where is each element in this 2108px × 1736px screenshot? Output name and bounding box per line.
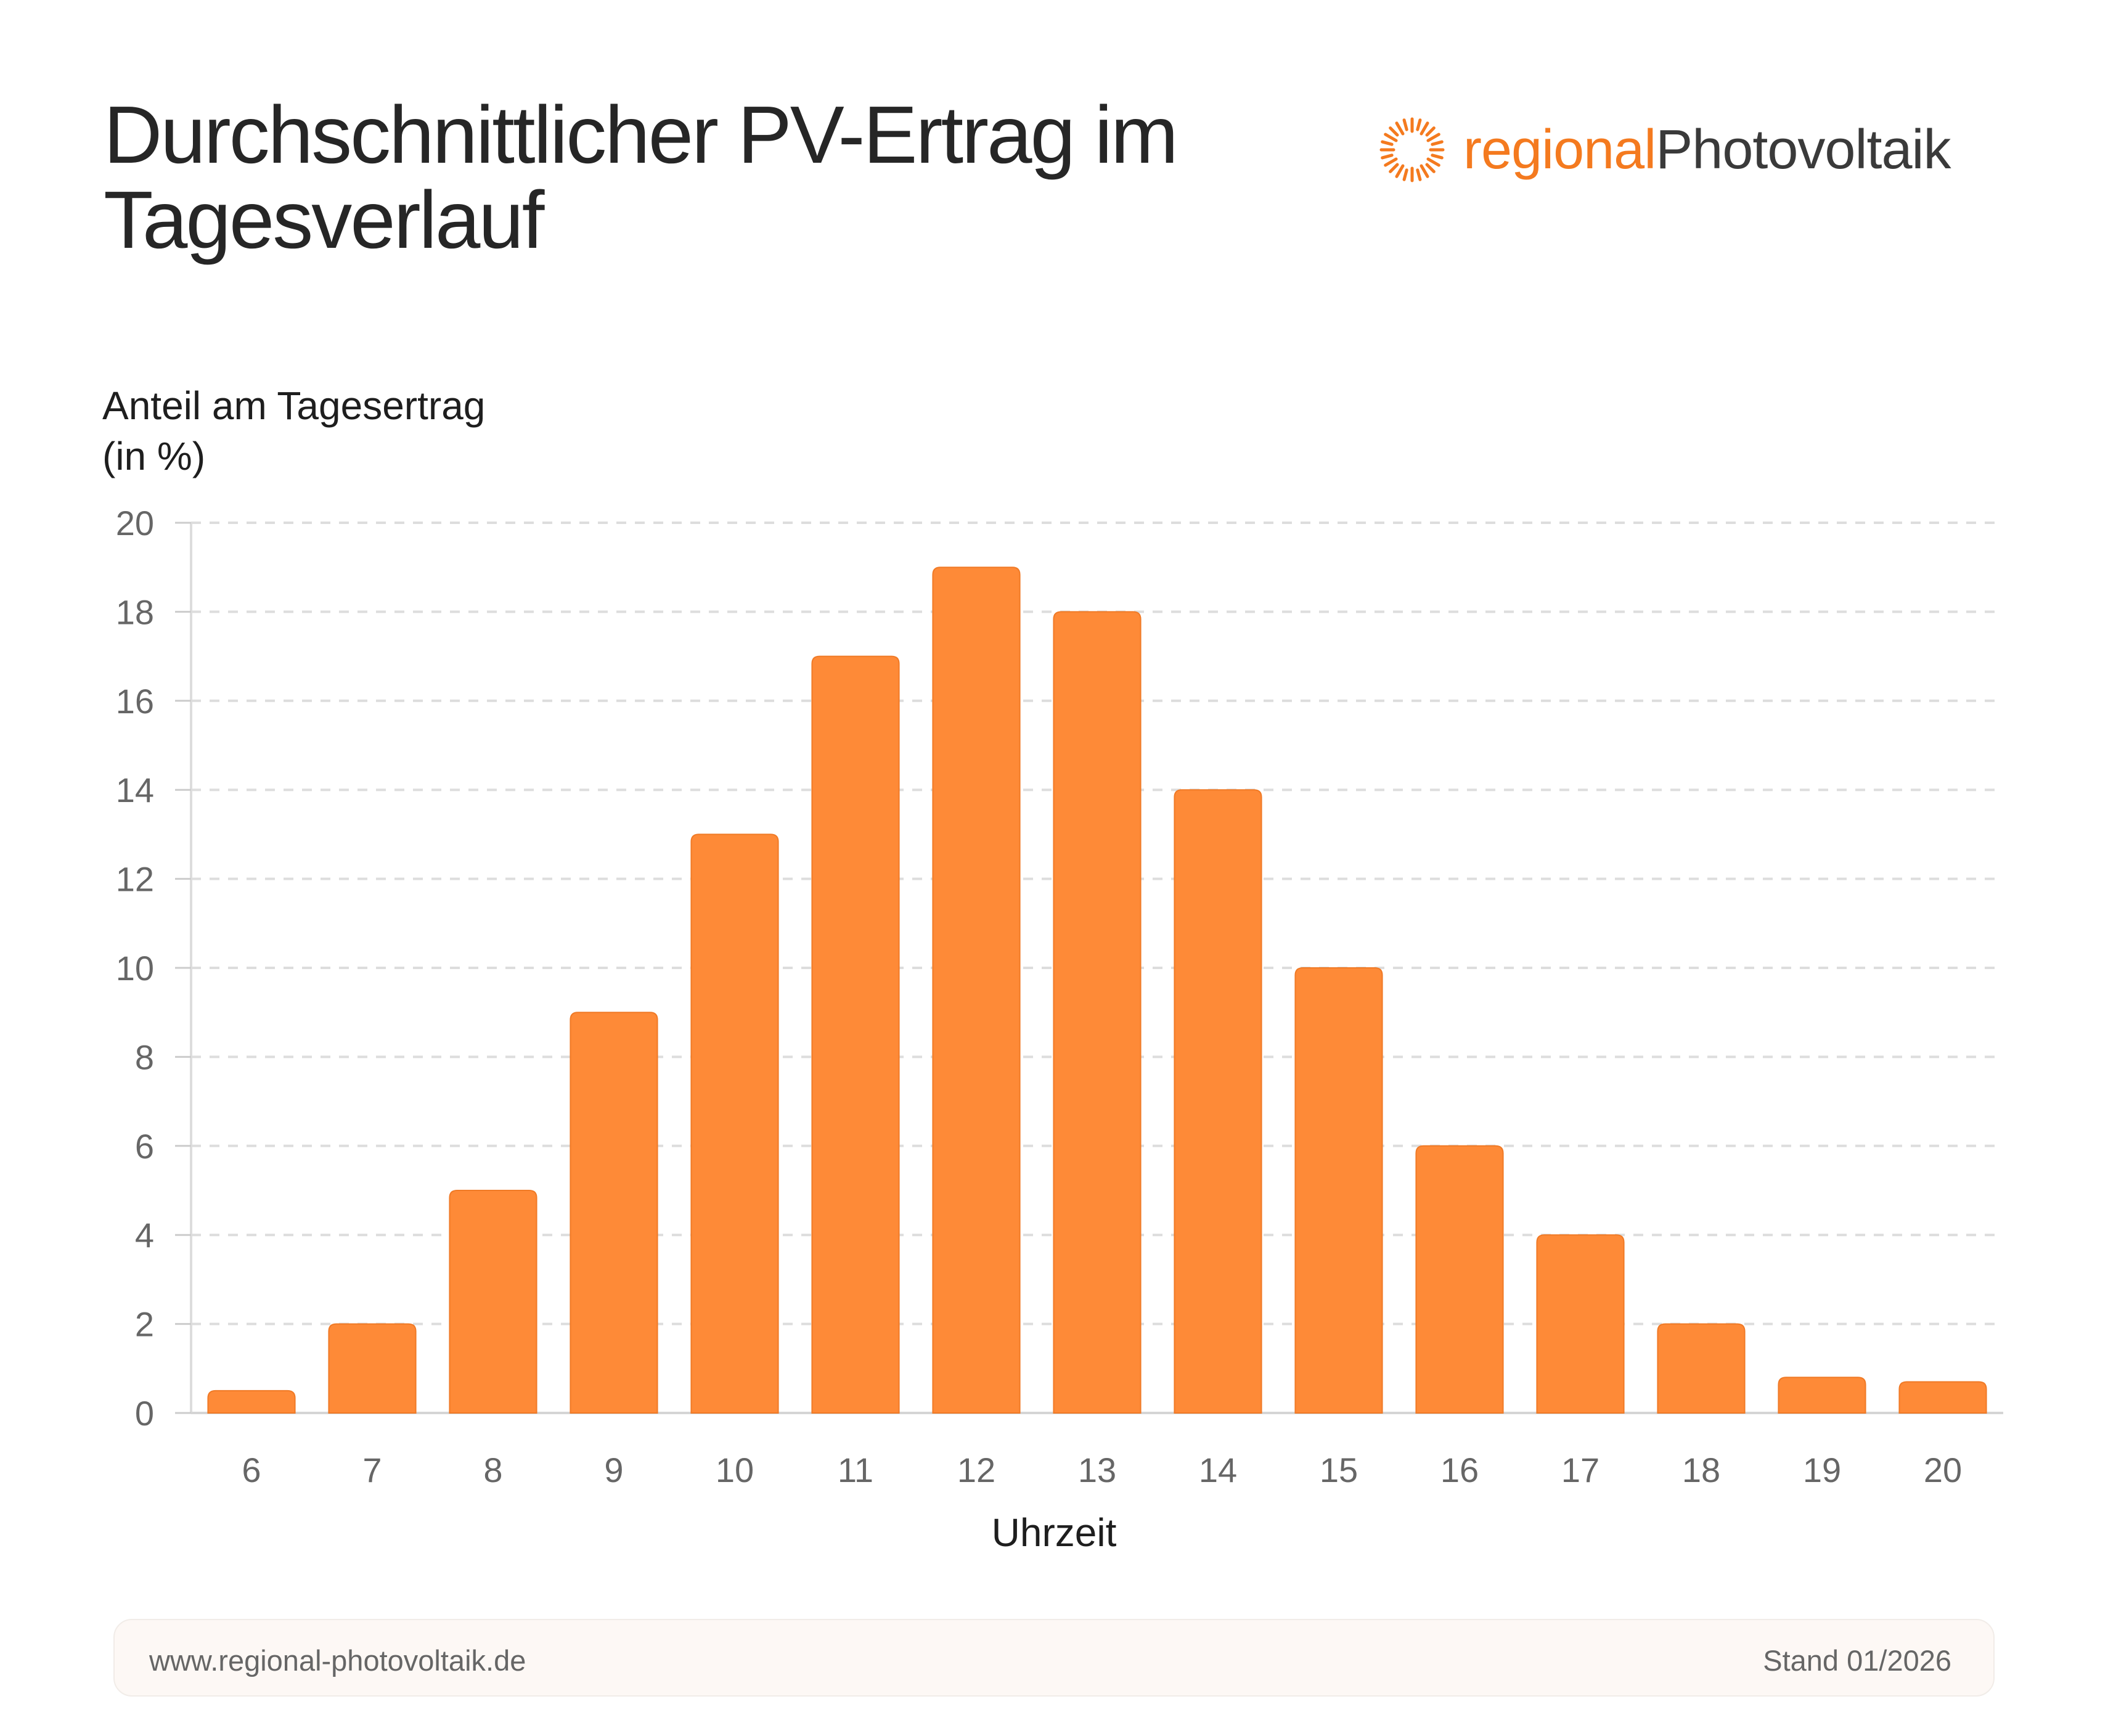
bar-hour-15 [1294, 967, 1383, 1414]
sun-ray [1389, 126, 1399, 137]
sun-ray [1381, 154, 1394, 160]
sun-ray [1426, 133, 1440, 142]
sun-ray [1425, 163, 1436, 173]
y-tick-label: 14 [116, 771, 154, 809]
sun-ray [1420, 164, 1429, 178]
bar-hour-13 [1053, 611, 1142, 1414]
y-tick-label: 6 [135, 1127, 154, 1166]
sun-ray [1420, 121, 1429, 136]
y-tick-label: 4 [135, 1216, 154, 1255]
bar-hour-19 [1778, 1377, 1866, 1414]
sun-ray [1416, 168, 1422, 181]
y-axis-label-line2: (in %) [102, 434, 205, 478]
bar-hour-12 [932, 567, 1021, 1414]
x-tick-label: 12 [957, 1451, 995, 1489]
y-tick-label: 12 [116, 860, 154, 899]
brand-name-part1: regional [1463, 118, 1656, 181]
footer-date: Stand 01/2026 [1763, 1644, 1951, 1677]
sun-ray [1381, 140, 1394, 146]
x-tick-label: 13 [1078, 1451, 1116, 1489]
bar-hour-8 [449, 1190, 537, 1414]
brand-name-part2: Photovoltaik [1656, 118, 1951, 181]
x-tick-label: 20 [1924, 1451, 1962, 1489]
sun-ray [1425, 126, 1436, 137]
brand-name: regionalPhotovoltaik [1463, 118, 1951, 182]
x-tick-label: 15 [1320, 1451, 1358, 1489]
x-tick-label: 17 [1561, 1451, 1599, 1489]
bar-hour-20 [1898, 1381, 1987, 1414]
bar-hour-11 [811, 655, 900, 1414]
x-tick-label: 6 [242, 1451, 261, 1489]
y-axis-label-line1: Anteil am Tagesertrag [102, 383, 485, 428]
y-tick-label: 2 [135, 1305, 154, 1344]
brand-logo: regionalPhotovoltaik [1378, 110, 1951, 190]
x-tick-label: 7 [362, 1451, 382, 1489]
x-tick-label: 19 [1803, 1451, 1841, 1489]
y-tick-label: 10 [116, 949, 154, 988]
y-tick-label: 0 [135, 1394, 154, 1433]
sun-ray [1416, 118, 1422, 131]
bar-hour-9 [570, 1012, 658, 1414]
y-tick-label: 20 [116, 504, 154, 542]
x-tick-label: 11 [838, 1451, 873, 1489]
sun-ray [1431, 154, 1444, 160]
bar-hour-14 [1174, 789, 1262, 1414]
sun-ray [1389, 163, 1399, 173]
bar-hour-18 [1657, 1323, 1746, 1414]
x-tick-label: 18 [1682, 1451, 1720, 1489]
sun-ray [1431, 140, 1444, 146]
sun-ray [1384, 133, 1398, 142]
sun-ray [1395, 164, 1405, 178]
y-tick-label: 8 [135, 1038, 154, 1076]
sun-ray [1402, 118, 1408, 131]
sun-ring-icon [1379, 117, 1445, 182]
bar-hour-7 [328, 1323, 417, 1414]
y-tick-label: 16 [116, 682, 154, 721]
bar-hour-6 [207, 1390, 296, 1414]
page-title: Durchschnittlicher PV-Ertrag im Tagesver… [104, 89, 1179, 265]
bar-hour-10 [690, 833, 779, 1414]
x-tick-label: 8 [483, 1451, 502, 1489]
x-tick-label: 10 [716, 1451, 754, 1489]
x-tick-label: 16 [1440, 1451, 1479, 1489]
y-tick-label: 18 [116, 592, 154, 631]
sun-ray [1426, 157, 1440, 167]
bar-hour-17 [1536, 1234, 1625, 1414]
bar-hour-16 [1415, 1145, 1504, 1414]
x-axis-label: Uhrzeit [992, 1510, 1117, 1555]
x-tick-label: 14 [1199, 1451, 1237, 1489]
sun-ray [1402, 168, 1408, 181]
sun-ray [1395, 121, 1405, 136]
sun-ray [1384, 157, 1398, 167]
footer-bar: www.regional-photovoltaik.de Stand 01/20… [113, 1619, 1995, 1697]
footer-url: www.regional-photovoltaik.de [149, 1644, 526, 1677]
x-tick-label: 9 [604, 1451, 623, 1489]
